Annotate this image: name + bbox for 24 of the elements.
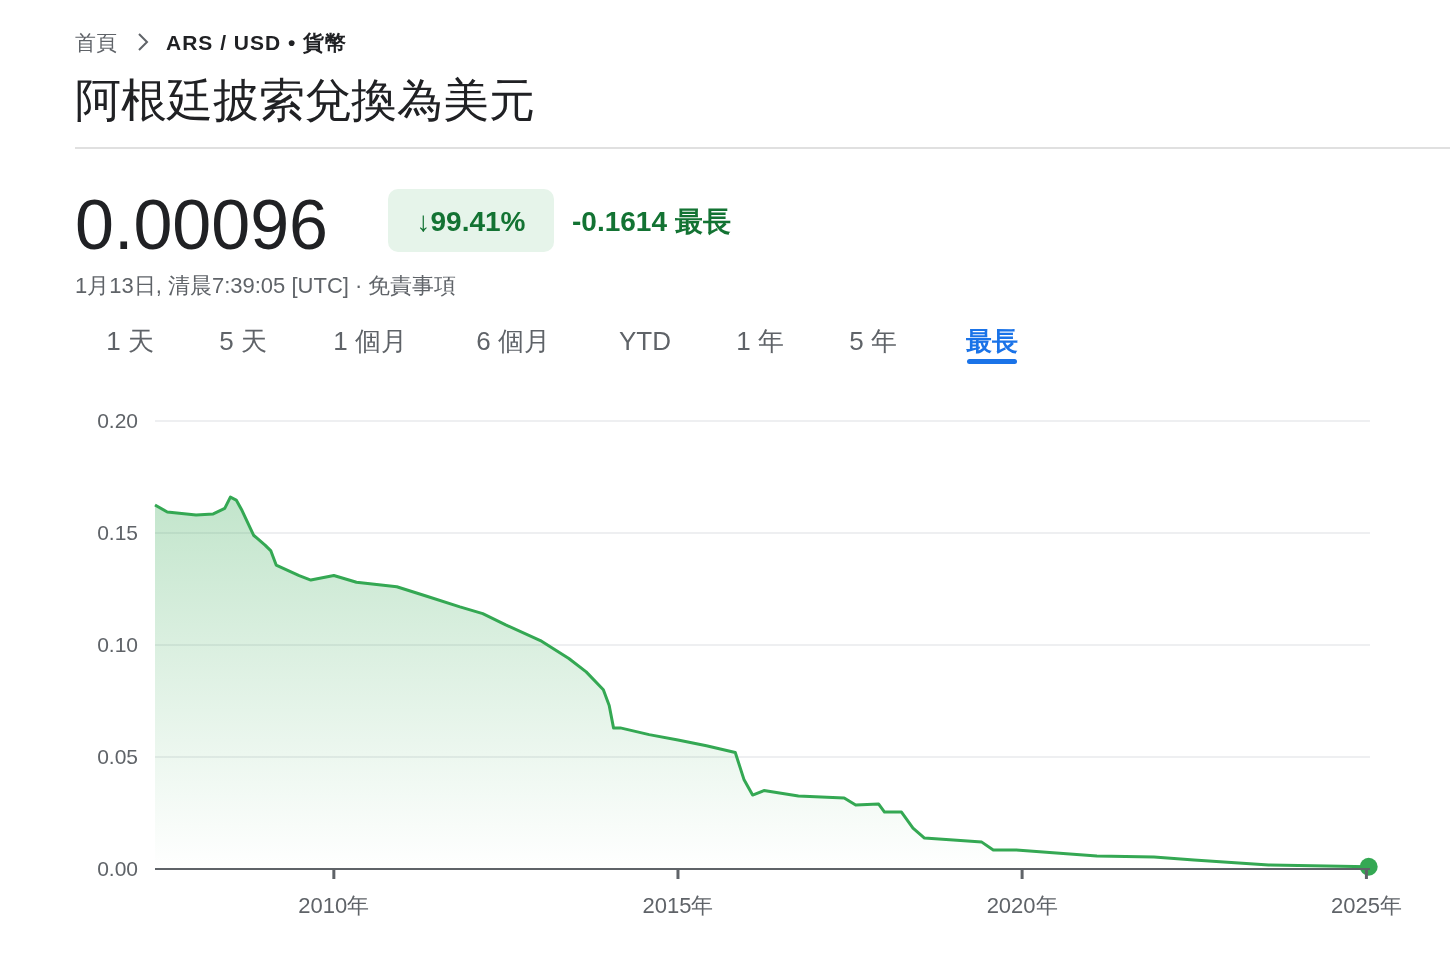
x-tick-label: 2010年 [298, 893, 370, 918]
x-tick-label: 2025年 [1330, 893, 1402, 918]
text: 5 年 [849, 326, 897, 356]
y-tick-label: 0.00 [97, 857, 138, 881]
text: 1 個月 [333, 326, 407, 356]
text: 6 個月 [476, 326, 550, 356]
y-tick-label: 0.05 [97, 745, 138, 769]
x-tick-label: 2015年 [642, 893, 714, 918]
text: 1月13日, 清晨7:39:05 [UTC] · 免責事項 [75, 273, 457, 298]
text: 1 年 [736, 326, 784, 356]
y-tick-label: 0.10 [97, 633, 138, 657]
text: ↓99.41% [416, 206, 526, 237]
text: YTD [619, 326, 671, 356]
text: 1 天 [106, 326, 154, 356]
x-tick-label: 2020年 [986, 893, 1058, 918]
text: -0.1614 最長 [572, 206, 731, 237]
y-tick-label: 0.15 [97, 521, 138, 545]
text: 最長 [965, 326, 1018, 356]
y-tick-label: 0.20 [97, 409, 138, 433]
text: 首頁 [75, 31, 117, 54]
text: ARS / USD • 貨幣 [166, 31, 348, 55]
text: 5 天 [219, 326, 267, 356]
chart-title: 阿根廷披索兌換為美元 [75, 74, 535, 126]
text: 0.00096 [75, 186, 329, 264]
